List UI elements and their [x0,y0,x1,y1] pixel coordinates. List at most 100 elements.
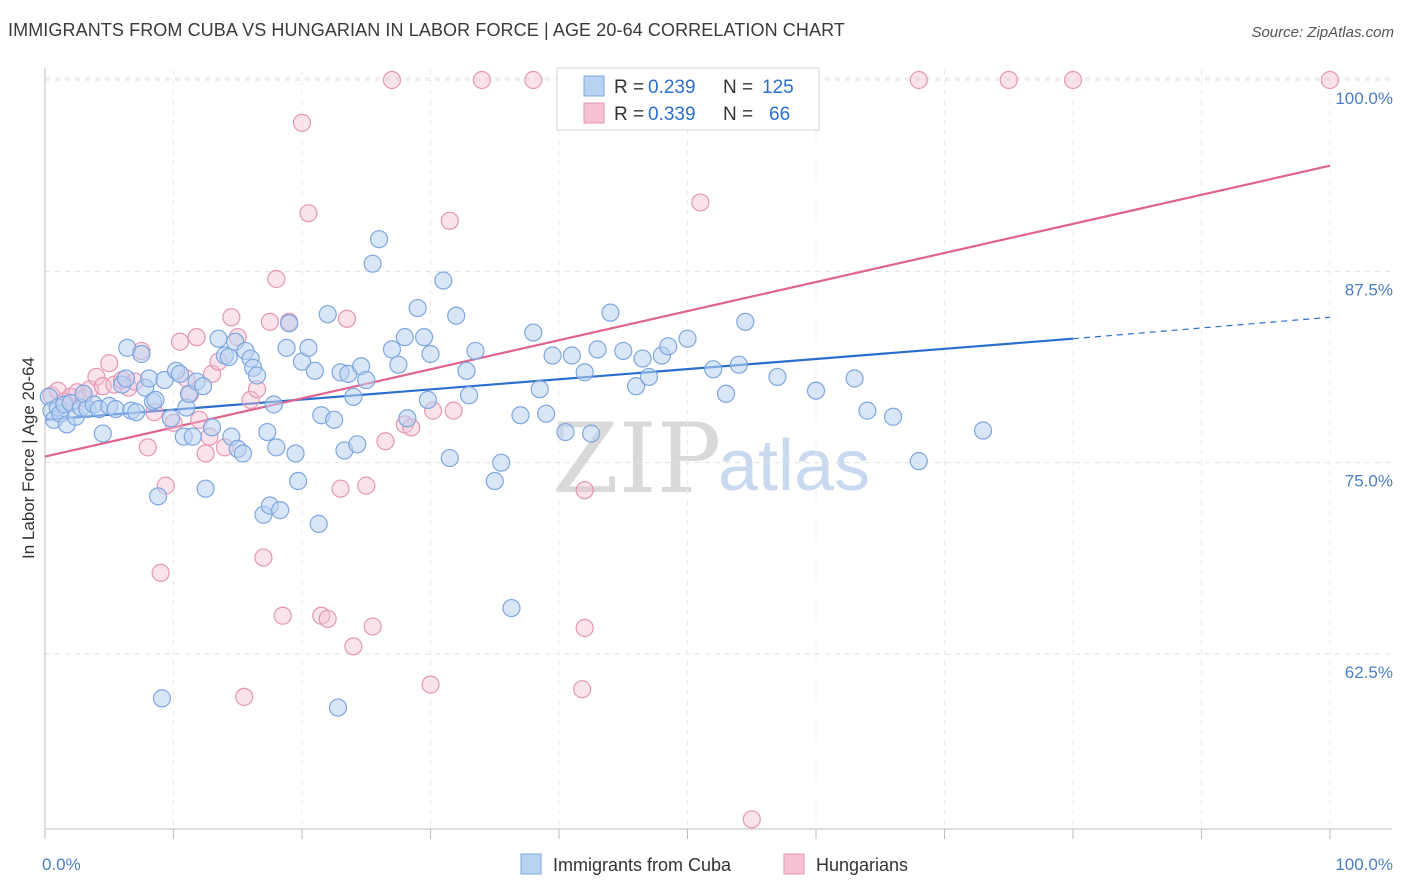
point-cuba [267,438,286,457]
point-cuba [466,341,485,361]
point-cuba [299,338,318,357]
point-cuba [93,424,112,443]
point-cuba [659,337,678,356]
point-cuba [277,338,296,357]
point-cuba [457,361,476,380]
point-hungarians [382,70,402,90]
point-cuba [132,344,151,364]
chart-source: Source: ZipAtlas.com [1251,24,1394,41]
point-cuba [280,314,299,333]
point-cuba [106,399,125,419]
point-hungarians [170,332,190,351]
point-hungarians [573,680,592,699]
point-cuba [219,347,238,367]
point-hungarians [472,70,491,90]
legend-swatch-cuba [583,75,605,97]
point-hungarians [196,444,215,463]
point-cuba [148,487,168,506]
point-hungarians [254,548,273,567]
point-cuba [909,452,928,471]
point-cuba [258,422,277,442]
x-tick-label: 0.0% [42,855,81,874]
point-hungarians [318,609,337,628]
point-cuba [459,386,479,405]
point-cuba [170,364,190,383]
point-cuba [357,370,376,390]
point-cuba [348,435,367,454]
point-cuba [196,479,215,498]
point-cuba [806,381,826,400]
y-tick-label: 62.5% [1345,663,1393,682]
point-hungarians [138,438,157,457]
point-cuba [233,444,252,463]
legend-n-value-2: 66 [769,104,790,125]
point-cuba [389,355,408,374]
legend-r-value-1: 0.239 [648,77,696,98]
point-cuba [883,407,903,426]
point-cuba [305,361,324,380]
point-cuba [543,346,562,365]
point-cuba [492,453,511,472]
x-tick-label: 100.0% [1335,855,1393,874]
bottom-legend-swatch-hungarians [783,853,805,875]
y-tick-label: 75.0% [1345,472,1393,491]
point-cuba [421,344,440,364]
point-cuba [704,360,723,379]
y-axis-label: In Labor Force | Age 20-64 [19,357,38,559]
point-hungarians [376,432,395,451]
trend-line-cuba-extrapolated [1072,316,1331,340]
point-cuba [485,471,504,491]
point-hungarians [524,70,543,90]
point-cuba [530,380,549,399]
data-points [39,70,1340,829]
point-cuba [139,369,159,388]
point-cuba [588,340,607,359]
point-hungarians [292,113,312,132]
point-cuba [601,303,620,322]
point-cuba [247,366,267,385]
point-cuba [582,424,601,443]
point-cuba [152,689,172,708]
bottom-legend-label-cuba: Immigrants from Cuba [553,855,732,875]
point-cuba [183,427,202,446]
point-cuba [562,346,581,365]
point-hungarians [267,269,286,289]
legend-n-label-1: N = [723,77,753,98]
point-cuba [363,254,382,273]
point-cuba [729,355,749,374]
point-cuba [414,328,434,347]
point-cuba [264,395,283,414]
point-cuba [633,349,652,368]
point-hungarians [337,309,357,328]
axes: 62.5% 75.0% 87.5% 100.0% 0.0% 100.0% [42,68,1393,874]
legend-r-label-2: R = [614,104,644,125]
point-cuba [768,367,787,387]
series-legend: Immigrants from Cuba Hungarians [520,853,908,875]
point-cuba [202,418,222,437]
bottom-legend-label-hungarians: Hungarians [816,855,908,875]
point-cuba [382,340,402,359]
point-cuba [325,410,344,429]
point-cuba [511,406,530,425]
legend-r-label-1: R = [614,77,644,98]
point-cuba [395,328,414,347]
point-cuba [146,390,165,410]
point-cuba [418,390,438,410]
point-cuba [447,306,466,325]
point-hungarians [331,479,350,498]
point-cuba [309,514,328,533]
point-hungarians [187,328,206,347]
point-cuba [678,329,697,348]
point-cuba [127,403,146,422]
point-cuba [193,377,213,396]
point-cuba [845,369,864,388]
point-cuba [408,298,427,318]
watermark-atlas: atlas [718,426,870,506]
point-cuba [537,404,556,423]
point-cuba [502,598,521,618]
y-tick-label: 87.5% [1345,280,1393,299]
legend-r-value-2: 0.339 [648,104,696,125]
point-cuba [318,305,337,324]
point-cuba [524,323,543,342]
